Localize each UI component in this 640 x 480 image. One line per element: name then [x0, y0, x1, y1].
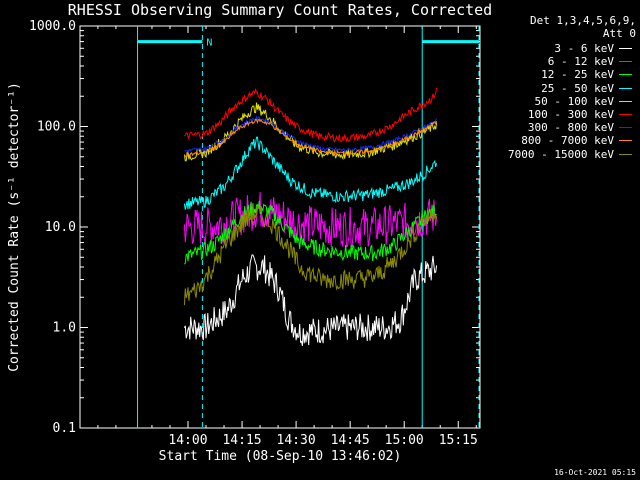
series-line-4: [183, 136, 438, 210]
legend-item: 300 - 800 keV: [470, 121, 632, 134]
legend-label: 50 - 100 keV: [534, 94, 614, 108]
x-tick-label: 15:00: [385, 433, 424, 448]
legend-swatch: [619, 74, 632, 76]
y-tick-label: 100.0: [37, 120, 76, 135]
legend-swatch: [619, 100, 632, 102]
detector-line-2: Att 0: [602, 27, 636, 40]
render-timestamp: 16-Oct-2021 05:15: [554, 468, 636, 477]
series-line-6: [184, 87, 438, 143]
series-line-2: [183, 191, 438, 248]
series-line-1: [183, 254, 438, 346]
legend-label: 800 - 7000 keV: [521, 134, 614, 148]
legend-label: 25 - 50 keV: [541, 81, 614, 95]
legend-swatch: [619, 48, 632, 49]
legend-label: 12 - 25 keV: [541, 68, 614, 82]
legend-item: 7000 - 15000 keV: [470, 148, 632, 161]
legend-item: 50 - 100 keV: [470, 95, 632, 108]
legend-swatch: [619, 61, 632, 63]
x-axis-label: Start Time (08-Sep-10 13:46:02): [159, 449, 402, 464]
series-line-8: [183, 118, 438, 158]
legend-label: 7000 - 15000 keV: [508, 147, 614, 161]
legend-label: 300 - 800 keV: [527, 121, 614, 135]
legend-item: 100 - 300 keV: [470, 108, 632, 121]
x-tick-label: 14:45: [331, 433, 370, 448]
series-line-5: [183, 102, 438, 162]
legend-swatch: [619, 114, 632, 116]
chart-title: RHESSI Observing Summary Count Rates, Co…: [67, 1, 493, 19]
legend-item: 25 - 50 keV: [470, 82, 632, 95]
legend-item: 800 - 7000 keV: [470, 134, 632, 147]
y-tick-label: 0.1: [53, 421, 76, 436]
legend-label: 6 - 12 keV: [547, 55, 614, 69]
legend-swatch: [619, 87, 632, 89]
x-tick-label: 14:30: [277, 433, 316, 448]
legend-swatch: [619, 127, 632, 129]
legend-item: 3 - 6 keV: [470, 42, 632, 55]
x-tick-label: 15:15: [439, 433, 478, 448]
series-line-3: [184, 200, 437, 265]
legend: 3 - 6 keV 6 - 12 keV 12 - 25 keV 25 - 50 ke…: [470, 42, 632, 161]
detector-info: Det 1,3,4,5,6,9, Att 0: [486, 14, 636, 40]
legend-label: 3 - 6 keV: [554, 42, 614, 55]
x-tick-label: 14:00: [168, 433, 207, 448]
x-tick-label: 14:15: [222, 433, 261, 448]
legend-item: 6 - 12 keV: [470, 55, 632, 68]
detector-line-1: Det 1,3,4,5,6,9,: [530, 14, 636, 27]
legend-label: 100 - 300 keV: [527, 108, 614, 122]
legend-swatch: [619, 153, 632, 155]
legend-swatch: [619, 140, 632, 142]
series-line-9: [183, 205, 438, 306]
y-tick-label: 1.0: [53, 321, 76, 336]
y-tick-label: 10.0: [45, 220, 76, 235]
y-tick-label: 1000.0: [29, 19, 76, 34]
night-label: N: [206, 38, 212, 49]
y-axis-label: Corrected Count Rate (s⁻¹ detector⁻¹): [7, 82, 22, 372]
legend-item: 12 - 25 keV: [470, 68, 632, 81]
